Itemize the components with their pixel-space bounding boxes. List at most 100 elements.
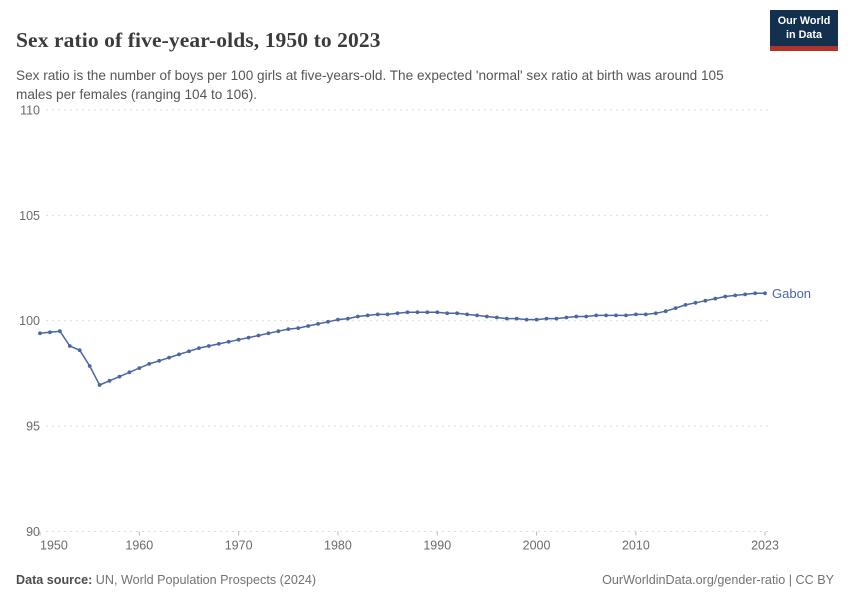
data-point-gabon-1956[interactable] xyxy=(97,383,102,387)
data-point-gabon-1995[interactable] xyxy=(485,314,489,319)
data-point-gabon-2014[interactable] xyxy=(673,306,678,310)
data-point-gabon-2021[interactable] xyxy=(743,292,747,297)
data-point-gabon-1975[interactable] xyxy=(286,327,291,331)
data-point-gabon-2009[interactable] xyxy=(624,313,628,318)
data-point-gabon-1976[interactable] xyxy=(296,326,301,330)
data-point-gabon-2011[interactable] xyxy=(643,312,648,317)
y-axis-label-90: 90 xyxy=(26,525,40,539)
x-axis-label-1970: 1970 xyxy=(225,539,253,553)
data-line-gabon[interactable] xyxy=(39,292,765,386)
chart-footer: Data source: UN, World Population Prospe… xyxy=(16,573,834,587)
data-point-gabon-2016[interactable] xyxy=(693,300,698,305)
data-point-gabon-1973[interactable] xyxy=(266,331,271,336)
data-point-gabon-2005[interactable] xyxy=(584,314,589,319)
data-point-gabon-2007[interactable] xyxy=(604,313,608,318)
x-axis-label-2010: 2010 xyxy=(622,539,650,553)
data-point-gabon-1963[interactable] xyxy=(167,355,172,360)
data-source-value: UN, World Population Prospects (2024) xyxy=(92,573,317,587)
data-point-gabon-1993[interactable] xyxy=(465,312,469,317)
data-point-gabon-2023[interactable] xyxy=(763,291,767,296)
data-point-gabon-2017[interactable] xyxy=(703,298,708,303)
y-axis-label-105: 105 xyxy=(19,209,40,223)
data-point-gabon-1966[interactable] xyxy=(197,346,201,350)
page-title: Sex ratio of five-year-olds, 1950 to 202… xyxy=(16,28,381,53)
data-point-gabon-1961[interactable] xyxy=(147,362,152,366)
data-point-gabon-1957[interactable] xyxy=(107,378,112,383)
data-point-gabon-1968[interactable] xyxy=(216,342,221,346)
data-point-gabon-1989[interactable] xyxy=(425,310,430,315)
y-axis-label-95: 95 xyxy=(26,420,40,434)
data-point-gabon-1980[interactable] xyxy=(336,317,340,322)
data-point-gabon-1964[interactable] xyxy=(177,352,181,357)
data-point-gabon-1969[interactable] xyxy=(226,339,231,344)
data-point-gabon-2020[interactable] xyxy=(733,293,738,298)
data-point-gabon-2010[interactable] xyxy=(634,312,638,317)
x-axis-label-1960: 1960 xyxy=(125,539,153,553)
data-point-gabon-1965[interactable] xyxy=(187,349,191,354)
y-axis-label-110: 110 xyxy=(20,103,40,117)
data-point-gabon-1951[interactable] xyxy=(48,330,52,335)
chart-subtitle: Sex ratio is the number of boys per 100 … xyxy=(16,67,724,102)
data-point-gabon-1988[interactable] xyxy=(415,310,420,315)
data-point-gabon-2019[interactable] xyxy=(723,294,728,299)
data-source: Data source: UN, World Population Prospe… xyxy=(16,573,316,587)
data-point-gabon-2001[interactable] xyxy=(544,316,549,321)
data-point-gabon-1992[interactable] xyxy=(455,311,459,316)
data-point-gabon-1953[interactable] xyxy=(67,344,72,348)
data-point-gabon-1996[interactable] xyxy=(494,315,499,320)
y-axis-label-100: 100 xyxy=(19,314,40,328)
data-point-gabon-1952[interactable] xyxy=(58,329,62,334)
data-point-gabon-1998[interactable] xyxy=(514,316,519,321)
data-point-gabon-1991[interactable] xyxy=(445,311,450,316)
x-axis-label-1980: 1980 xyxy=(324,539,352,553)
data-point-gabon-1994[interactable] xyxy=(475,313,479,318)
data-point-gabon-2008[interactable] xyxy=(614,313,618,318)
data-point-gabon-1960[interactable] xyxy=(137,366,142,370)
x-axis-label-2000: 2000 xyxy=(523,539,551,553)
data-point-gabon-1972[interactable] xyxy=(256,333,261,338)
data-point-gabon-1987[interactable] xyxy=(405,310,410,315)
data-point-gabon-1979[interactable] xyxy=(326,319,330,324)
data-point-gabon-1970[interactable] xyxy=(236,337,241,342)
data-point-gabon-1984[interactable] xyxy=(375,312,380,317)
data-point-gabon-2018[interactable] xyxy=(713,296,718,301)
data-point-gabon-2013[interactable] xyxy=(663,309,668,314)
owid-logo-line2: in Data xyxy=(786,29,822,41)
data-point-gabon-2015[interactable] xyxy=(683,303,688,307)
data-point-gabon-1974[interactable] xyxy=(276,329,281,334)
data-point-gabon-1983[interactable] xyxy=(365,313,370,318)
data-point-gabon-2012[interactable] xyxy=(653,311,658,316)
data-point-gabon-1997[interactable] xyxy=(504,316,509,321)
data-point-gabon-1990[interactable] xyxy=(435,310,440,315)
owid-logo[interactable]: Our World in Data xyxy=(770,10,838,51)
data-point-gabon-2003[interactable] xyxy=(564,315,569,320)
data-point-gabon-1999[interactable] xyxy=(524,317,529,322)
data-point-gabon-1967[interactable] xyxy=(206,344,211,348)
data-point-gabon-1959[interactable] xyxy=(127,370,132,375)
data-point-gabon-1954[interactable] xyxy=(77,348,82,353)
data-point-gabon-1971[interactable] xyxy=(246,335,251,340)
data-source-label: Data source: xyxy=(16,573,93,587)
data-point-gabon-2000[interactable] xyxy=(534,317,539,322)
x-axis-label-1950: 1950 xyxy=(40,539,68,553)
data-point-gabon-1978[interactable] xyxy=(316,322,320,326)
data-point-gabon-2006[interactable] xyxy=(594,313,599,318)
data-point-gabon-1958[interactable] xyxy=(117,374,122,379)
x-axis-label-1990: 1990 xyxy=(423,539,451,553)
series-end-label-gabon[interactable]: Gabon xyxy=(772,286,811,301)
owid-credit-link[interactable]: OurWorldinData.org/gender-ratio | CC BY xyxy=(602,573,834,587)
data-point-gabon-1981[interactable] xyxy=(346,316,350,321)
data-point-gabon-2002[interactable] xyxy=(554,316,559,321)
data-point-gabon-1955[interactable] xyxy=(87,364,92,368)
x-axis-label-2023: 2023 xyxy=(751,539,779,553)
data-point-gabon-2004[interactable] xyxy=(574,314,579,319)
data-point-gabon-2022[interactable] xyxy=(753,291,757,296)
data-point-gabon-1977[interactable] xyxy=(306,324,311,328)
data-point-gabon-1985[interactable] xyxy=(385,312,390,317)
data-point-gabon-1986[interactable] xyxy=(395,311,400,316)
data-point-gabon-1982[interactable] xyxy=(355,314,360,319)
data-point-gabon-1950[interactable] xyxy=(38,331,42,336)
data-point-gabon-1962[interactable] xyxy=(157,358,162,363)
